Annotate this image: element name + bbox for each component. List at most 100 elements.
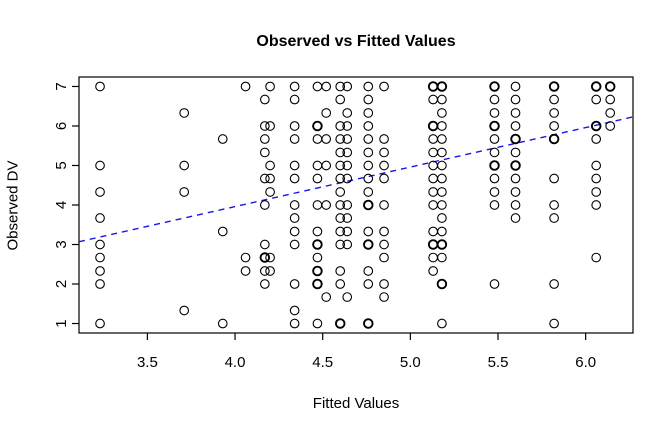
data-point [342, 292, 353, 302]
data-point [510, 147, 521, 158]
data-point [379, 226, 389, 237]
data-point [510, 160, 521, 171]
data-point [335, 147, 346, 158]
data-point [321, 81, 332, 92]
data-point [379, 239, 389, 250]
data-point [95, 252, 105, 263]
data-point [217, 318, 228, 329]
data-point [289, 318, 300, 329]
data-point [436, 278, 448, 290]
data-point [549, 173, 559, 184]
data-point [428, 173, 438, 184]
data-point [342, 121, 353, 131]
data-point [289, 134, 300, 144]
data-point [363, 108, 374, 118]
data-point [489, 108, 500, 118]
x-tick-label: 5.5 [488, 354, 509, 371]
data-point [489, 187, 500, 197]
data-point [591, 94, 602, 105]
data-point [240, 266, 251, 276]
data-point [217, 226, 228, 237]
data-point [437, 108, 447, 118]
data-point [259, 173, 270, 184]
data-point [489, 147, 500, 158]
y-tick-label: 5 [53, 161, 70, 169]
data-point [265, 121, 275, 131]
data-point [436, 239, 448, 250]
data-point [428, 94, 438, 105]
data-point [591, 252, 602, 263]
data-point [428, 160, 438, 171]
data-point [265, 173, 275, 184]
data-point [590, 81, 602, 92]
data-point [510, 108, 521, 118]
data-point [95, 318, 105, 329]
data-point [335, 81, 346, 92]
data-point [259, 121, 270, 131]
data-point [335, 279, 346, 289]
data-point [510, 81, 521, 92]
data-point [437, 134, 447, 144]
data-point [437, 121, 447, 131]
data-point [363, 239, 374, 250]
data-point [427, 120, 439, 132]
data-point [312, 252, 323, 263]
data-point [427, 239, 439, 250]
data-point [591, 134, 602, 144]
data-point [363, 173, 374, 184]
data-point [363, 226, 374, 237]
data-point [604, 81, 616, 92]
data-point [289, 173, 300, 184]
data-point [321, 200, 332, 210]
data-point [379, 160, 389, 171]
data-point [342, 160, 353, 171]
x-tick-label: 4.0 [225, 354, 246, 371]
data-point [289, 81, 300, 92]
data-point [379, 147, 389, 158]
data-point [489, 279, 500, 289]
data-point [321, 134, 332, 144]
data-point [363, 160, 374, 171]
data-point [289, 94, 300, 105]
chart-title: Observed vs Fitted Values [256, 33, 456, 50]
data-point [259, 147, 270, 158]
x-tick-label: 3.5 [137, 354, 158, 371]
data-point [510, 173, 521, 184]
data-point [265, 187, 275, 197]
data-point [428, 226, 438, 237]
data-point [428, 187, 438, 197]
data-point [489, 81, 500, 92]
data-point [289, 305, 300, 316]
data-point [363, 147, 374, 158]
data-point [489, 173, 500, 184]
data-point [312, 173, 323, 184]
data-point [605, 108, 616, 118]
data-point [95, 81, 105, 92]
data-point [379, 252, 389, 263]
data-point [549, 200, 559, 210]
x-tick-label: 6.0 [575, 354, 596, 371]
data-point [590, 120, 602, 132]
data-point [289, 239, 300, 250]
data-point [289, 213, 300, 223]
data-point [335, 187, 346, 197]
y-tick-label: 4 [53, 201, 70, 209]
data-point [179, 305, 190, 316]
data-point [240, 81, 251, 92]
data-point [437, 200, 447, 210]
data-point [379, 200, 389, 210]
data-point [312, 120, 323, 132]
x-axis-label: Fitted Values [312, 395, 400, 412]
data-point [437, 160, 447, 171]
data-point [179, 108, 190, 118]
data-point [363, 318, 374, 329]
data-point [549, 121, 559, 131]
data-point [312, 160, 323, 171]
data-point [428, 252, 438, 263]
data-point [437, 213, 447, 223]
data-point [379, 134, 389, 144]
data-point [549, 108, 559, 118]
data-point [312, 81, 323, 92]
